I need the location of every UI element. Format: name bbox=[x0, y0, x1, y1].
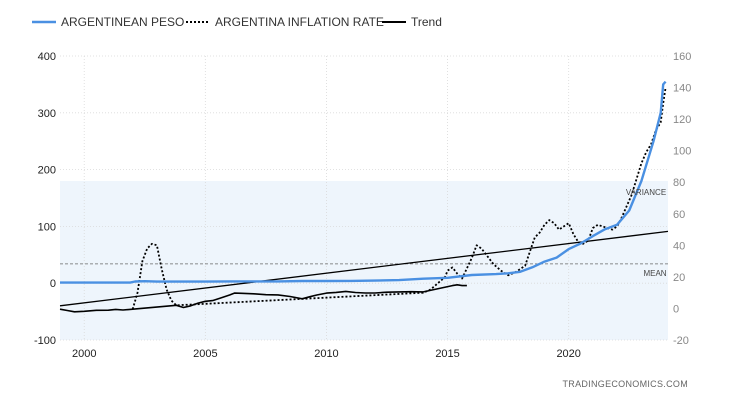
y-right-tick-label: -20 bbox=[673, 335, 689, 347]
y-right-tick-label: 160 bbox=[673, 51, 691, 63]
legend: ARGENTINEAN PESO ARGENTINA INFLATION RAT… bbox=[32, 15, 442, 29]
y-left-tick-label: 100 bbox=[38, 221, 56, 233]
y-right-tick-label: 100 bbox=[673, 146, 691, 158]
series-trend-line bbox=[59, 230, 669, 307]
y-left-tick-label: 400 bbox=[38, 51, 56, 63]
y-left-tick-label: -100 bbox=[34, 335, 56, 347]
y-right-tick-label: 60 bbox=[673, 209, 685, 221]
x-tick-label: 2010 bbox=[314, 348, 338, 360]
x-tick-label: 2000 bbox=[72, 348, 96, 360]
y-right-tick-label: 120 bbox=[673, 114, 691, 126]
grid bbox=[60, 55, 668, 341]
y-right-tick-label: 0 bbox=[673, 303, 679, 315]
y-left-tick-label: 0 bbox=[50, 278, 56, 290]
legend-label-inflation: ARGENTINA INFLATION RATE bbox=[215, 15, 384, 29]
y-right-tick-label: 40 bbox=[673, 240, 685, 252]
legend-label-trend: Trend bbox=[411, 15, 442, 29]
y-left-tick-label: 200 bbox=[38, 165, 56, 177]
y-right-tick-label: 20 bbox=[673, 272, 685, 284]
x-tick-label: 2015 bbox=[435, 348, 459, 360]
legend-label-peso: ARGENTINEAN PESO bbox=[61, 15, 184, 29]
axis-ticks: 4003002001000-100160140120100806040200-2… bbox=[34, 51, 691, 360]
watermark: TRADINGECONOMICS.COM bbox=[562, 379, 688, 389]
x-tick-label: 2005 bbox=[193, 348, 217, 360]
series-group bbox=[59, 80, 669, 313]
y-right-tick-label: 80 bbox=[673, 177, 685, 189]
mean-label: MEAN bbox=[643, 269, 666, 278]
series-peso-line bbox=[60, 80, 667, 284]
variance-band bbox=[60, 180, 668, 340]
y-left-tick-label: 300 bbox=[38, 108, 56, 120]
variance-label: VARIANCE bbox=[626, 188, 666, 197]
x-tick-label: 2020 bbox=[556, 348, 580, 360]
y-right-tick-label: 140 bbox=[673, 83, 691, 95]
series-inflation-solid-line bbox=[59, 284, 467, 313]
